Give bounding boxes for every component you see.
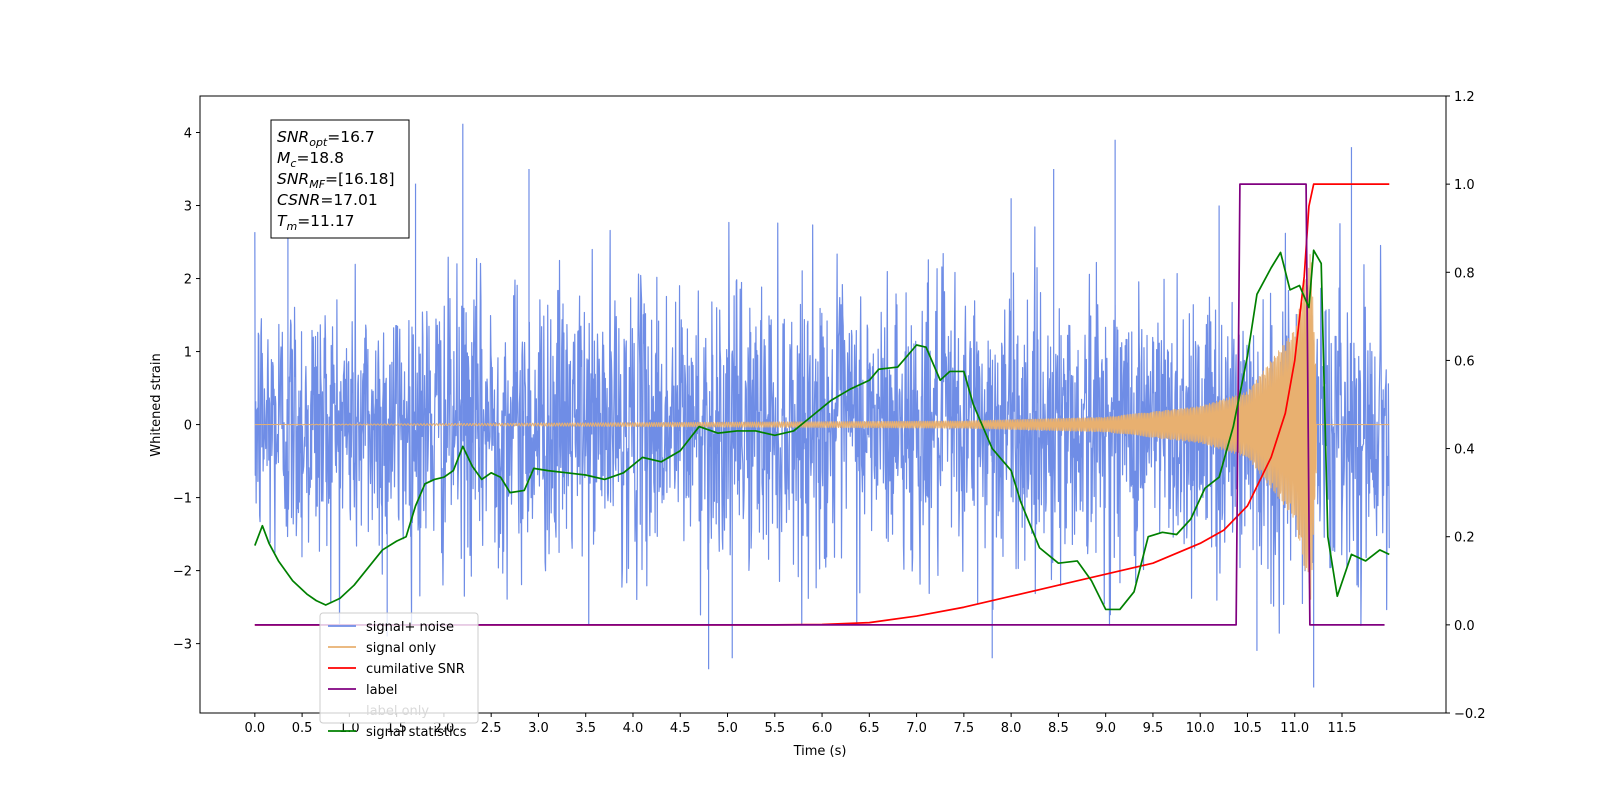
- y-tick-label-left: 4: [184, 127, 192, 142]
- x-tick-label: 0.5: [292, 721, 313, 736]
- x-tick-label: 7.0: [906, 721, 927, 736]
- axes-frame: [199, 95, 1447, 714]
- legend: signal+ noise signal only cumilative SNR la…: [319, 612, 479, 740]
- x-tick-label: 0.0: [244, 721, 265, 736]
- x-tick-label: 8.0: [1001, 721, 1022, 736]
- y-axis-label: Whitened strain: [149, 353, 164, 456]
- y-tick-label-right: 0.0: [1454, 619, 1475, 634]
- y-tick-label-left: −1: [173, 492, 192, 507]
- x-tick-label: 2.5: [481, 721, 502, 736]
- legend-label-signal-noise: signal+ noise: [366, 620, 454, 635]
- info-value: =[16.18]: [325, 170, 394, 188]
- x-tick-label: 4.0: [623, 721, 644, 736]
- series-signal-only: [254, 253, 1390, 600]
- x-tick-label: 3.5: [575, 721, 596, 736]
- info-symbol: CSNR: [277, 191, 320, 209]
- signal-series-group: [254, 253, 1390, 600]
- info-symbol: M: [277, 149, 290, 167]
- x-tick-label: 6.0: [812, 721, 833, 736]
- y-tick-label-left: −2: [173, 565, 192, 580]
- y-ticks-right: −0.2 0.0 0.2 0.4 0.6 0.8 1.0 1.2: [1446, 90, 1486, 722]
- x-tick-label: 3.0: [528, 721, 549, 736]
- legend-label-cumilative-snr: cumilative SNR: [366, 662, 465, 677]
- y-ticks-left: −3 −2 −1 0 1 2 3 4: [173, 127, 200, 653]
- info-line: Mc=18.8: [277, 149, 344, 170]
- x-tick-label: 10.0: [1186, 721, 1215, 736]
- info-box-frame: [270, 119, 410, 239]
- series-cumilative-snr: [254, 183, 1390, 626]
- info-subscript: m: [286, 220, 297, 233]
- info-subscript: MF: [309, 178, 325, 191]
- x-tick-label: 10.5: [1233, 721, 1262, 736]
- x-tick-label: 2.0: [434, 721, 455, 736]
- x-tick-label: 1.0: [339, 721, 360, 736]
- x-tick-label: 4.5: [670, 721, 691, 736]
- y-tick-label-right: −0.2: [1454, 707, 1486, 722]
- x-tick-label: 7.5: [954, 721, 975, 736]
- info-value: =17.01: [320, 191, 377, 209]
- series-signal-noise: [254, 123, 1390, 688]
- x-tick-label: 11.5: [1328, 721, 1357, 736]
- y-tick-label-right: 1.0: [1454, 178, 1475, 193]
- info-line: CSNR=17.01: [277, 191, 378, 209]
- x-tick-label: 9.5: [1143, 721, 1164, 736]
- series-signal-statistics: [254, 249, 1390, 611]
- y-tick-label-left: 2: [184, 273, 192, 288]
- y-tick-label-left: 0: [184, 419, 192, 434]
- y-tick-label-right: 0.8: [1454, 266, 1475, 281]
- info-symbol: SNR: [277, 128, 309, 146]
- legend-frame: [319, 612, 479, 724]
- series-label: [254, 183, 1385, 626]
- info-subscript: opt: [309, 136, 328, 149]
- info-box: SNRopt=16.7Mc=18.8SNRMF=[16.18]CSNR=17.0…: [270, 119, 410, 239]
- y-tick-label-right: 1.2: [1454, 90, 1475, 105]
- info-symbol: T: [277, 212, 288, 230]
- x-tick-label: 1.5: [386, 721, 407, 736]
- info-line: SNRMF=[16.18]: [277, 170, 395, 191]
- legend-label-label: label: [366, 683, 397, 698]
- info-value: =16.7: [327, 128, 375, 146]
- y-tick-label-right: 0.2: [1454, 531, 1475, 546]
- x-ticks: 0.0 0.5 1.0 1.5 2.0 2.5 3.0 3.5 4.0 4.5 5.0 5.5 6.0 6…: [244, 713, 1356, 736]
- info-symbol: SNR: [277, 170, 309, 188]
- info-line: Tm=11.17: [277, 212, 355, 233]
- legend-label-signal-only: signal only: [366, 641, 436, 656]
- y-tick-label-right: 0.6: [1454, 354, 1475, 369]
- info-line: SNRopt=16.7: [277, 128, 375, 149]
- legend-label-signal-statistics: signal statistics: [366, 725, 467, 740]
- info-value: =18.8: [296, 149, 344, 167]
- x-axis-label: Time (s): [793, 744, 847, 759]
- x-tick-label: 5.0: [717, 721, 738, 736]
- noise-series-group: [254, 123, 1390, 688]
- y-tick-label-left: 3: [184, 200, 192, 215]
- info-value: =11.17: [297, 212, 354, 230]
- x-tick-label: 6.5: [859, 721, 880, 736]
- y-tick-label-right: 0.4: [1454, 443, 1475, 458]
- x-tick-label: 5.5: [764, 721, 785, 736]
- info-subscript: c: [290, 157, 296, 170]
- right-series-group: [254, 183, 1390, 626]
- y-tick-label-left: −3: [173, 638, 192, 653]
- legend-label-label-only: label only: [366, 704, 429, 719]
- x-tick-label: 9.0: [1095, 721, 1116, 736]
- y-tick-label-left: 1: [184, 346, 192, 361]
- x-tick-label: 11.0: [1280, 721, 1309, 736]
- x-tick-label: 8.5: [1048, 721, 1069, 736]
